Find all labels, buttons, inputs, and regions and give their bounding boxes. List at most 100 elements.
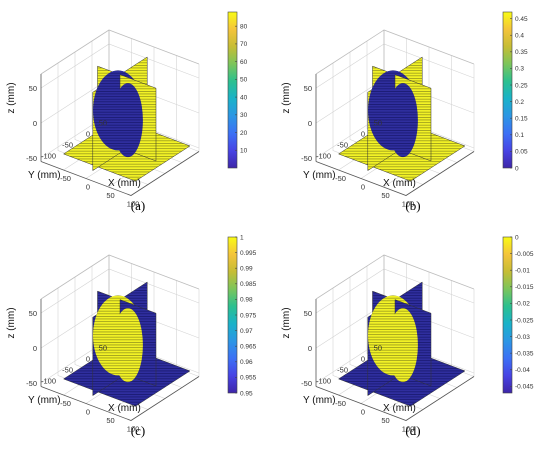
x-tick-label: 0 bbox=[361, 183, 365, 192]
y-tick-label: 50 bbox=[99, 344, 107, 353]
y-axis-label: Y (mm) bbox=[28, 170, 61, 181]
box-edge bbox=[40, 29, 200, 75]
panel-3: -50 0 50 50 0 -50 -100 -50 0 50 100 z (mm) Y (mm) X (… bbox=[6, 234, 257, 438]
x-tick-label: -50 bbox=[335, 174, 346, 183]
y-tick-label: 50 bbox=[99, 119, 107, 128]
colorbar-tick-label: 0.95 bbox=[240, 390, 253, 397]
colorbar-tick-label: 20 bbox=[240, 130, 248, 137]
colorbar-tick-label: 80 bbox=[240, 23, 248, 30]
z-tick-label: -50 bbox=[301, 379, 312, 388]
z-tick-label: 50 bbox=[304, 84, 312, 93]
x-tick-label: 100 bbox=[127, 425, 140, 434]
colorbar bbox=[502, 236, 513, 394]
colorbar-tick-label: 0.3 bbox=[515, 66, 524, 73]
y-tick-label: -50 bbox=[62, 366, 73, 375]
colorbar-tick-label: 0 bbox=[515, 165, 519, 172]
colorbar-tick-label: 0.98 bbox=[240, 297, 253, 304]
y-tick-label: -50 bbox=[337, 366, 348, 375]
colorbar-tick-label: 0.99 bbox=[240, 266, 253, 273]
x-tick-label: 100 bbox=[402, 425, 415, 434]
colorbar-tick-label: 40 bbox=[240, 94, 248, 101]
colorbar-tick-label: -0.02 bbox=[515, 301, 530, 308]
colorbar-tick-label: -0.03 bbox=[515, 334, 530, 341]
panel-caption: (b) bbox=[405, 198, 420, 213]
colorbar-tick-label: 0.2 bbox=[515, 99, 524, 106]
colorbar-tick-label: 0.965 bbox=[240, 344, 257, 351]
colorbar-tick-label: 30 bbox=[240, 112, 248, 119]
y-tick-label: 0 bbox=[361, 130, 365, 139]
colorbar bbox=[227, 11, 238, 169]
colorbar-tick-label: -0.04 bbox=[515, 367, 530, 374]
z-tick-label: 0 bbox=[33, 119, 37, 128]
box-edge bbox=[315, 376, 475, 421]
y-axis-label: Y (mm) bbox=[303, 395, 336, 406]
colorbar-tick-label: -0.035 bbox=[515, 350, 534, 357]
colorbar-tick-label: -0.025 bbox=[515, 317, 534, 324]
x-tick-label: 0 bbox=[361, 408, 365, 417]
panel-4: -50 0 50 50 0 -50 -100 -50 0 50 100 z (mm) Y (mm) X (… bbox=[281, 234, 534, 438]
z-tick-label: 0 bbox=[308, 119, 312, 128]
z-tick-label: 50 bbox=[29, 309, 37, 318]
panel-caption: (c) bbox=[131, 423, 145, 438]
y-tick-label: -100 bbox=[41, 152, 56, 161]
colorbar-tick-label: 0.05 bbox=[515, 149, 528, 156]
colorbar-tick-label: 0.15 bbox=[515, 116, 528, 123]
colorbar-tick-label: 50 bbox=[240, 77, 248, 84]
colorbar-tick-label: 0.955 bbox=[240, 375, 257, 382]
z-axis-label: z (mm) bbox=[281, 307, 292, 338]
x-tick-label: 100 bbox=[127, 200, 140, 209]
y-tick-label: -50 bbox=[62, 141, 73, 150]
y-axis-label: Y (mm) bbox=[28, 395, 61, 406]
panel-caption: (a) bbox=[131, 198, 145, 213]
colorbar-tick-label: 0.45 bbox=[515, 16, 528, 23]
colorbar-tick-label: 0.96 bbox=[240, 359, 253, 366]
colorbar-tick-label: 0.995 bbox=[240, 250, 257, 257]
colorbar-tick-label: 70 bbox=[240, 41, 248, 48]
y-tick-label: 50 bbox=[374, 119, 382, 128]
x-tick-label: -50 bbox=[335, 399, 346, 408]
colorbar-tick-label: -0.005 bbox=[515, 251, 534, 258]
y-axis-label: Y (mm) bbox=[303, 170, 336, 181]
x-tick-label: 100 bbox=[402, 200, 415, 209]
z-tick-label: 50 bbox=[304, 309, 312, 318]
box-edge bbox=[40, 376, 200, 421]
x-tick-label: 50 bbox=[381, 416, 389, 425]
sphere-section bbox=[112, 83, 143, 158]
y-tick-label: 0 bbox=[86, 355, 90, 364]
box-edge bbox=[40, 254, 200, 300]
z-tick-label: 0 bbox=[308, 344, 312, 353]
colorbar-tick-label: -0.045 bbox=[515, 384, 534, 391]
colorbar-tick-label: 0.985 bbox=[240, 281, 257, 288]
x-tick-label: -50 bbox=[60, 399, 71, 408]
x-axis-label: X (mm) bbox=[108, 403, 141, 414]
z-tick-label: -50 bbox=[26, 379, 37, 388]
colorbar bbox=[502, 11, 513, 169]
panel-caption: (d) bbox=[405, 423, 420, 438]
colorbar-tick-label: 1 bbox=[240, 234, 244, 241]
z-axis-label: z (mm) bbox=[281, 82, 292, 113]
colorbar-tick-label: 0.25 bbox=[515, 82, 528, 89]
box-edge bbox=[315, 254, 475, 300]
colorbar-tick-label: 0.975 bbox=[240, 312, 257, 319]
x-tick-label: 0 bbox=[86, 408, 90, 417]
panel-1: -50 0 50 50 0 -50 -100 -50 0 50 100 z (mm) Y (mm) X (… bbox=[6, 11, 248, 213]
z-axis-label: z (mm) bbox=[6, 82, 17, 113]
x-axis-label: X (mm) bbox=[108, 178, 141, 189]
box-edge bbox=[315, 29, 475, 75]
colorbar-tick-label: 0.4 bbox=[515, 33, 524, 40]
colorbar-tick-label: 0.97 bbox=[240, 328, 253, 335]
y-tick-label: -50 bbox=[337, 141, 348, 150]
sphere-section bbox=[387, 83, 418, 158]
z-tick-label: -50 bbox=[301, 154, 312, 163]
y-tick-label: 50 bbox=[374, 344, 382, 353]
x-tick-label: -50 bbox=[60, 174, 71, 183]
x-tick-label: 50 bbox=[381, 191, 389, 200]
z-tick-label: 50 bbox=[29, 84, 37, 93]
sphere-section bbox=[112, 308, 143, 383]
colorbar-tick-label: -0.01 bbox=[515, 267, 530, 274]
z-axis-label: z (mm) bbox=[6, 307, 17, 338]
y-tick-label: -100 bbox=[316, 377, 331, 386]
x-tick-label: 50 bbox=[106, 191, 114, 200]
box-edge bbox=[40, 151, 200, 196]
